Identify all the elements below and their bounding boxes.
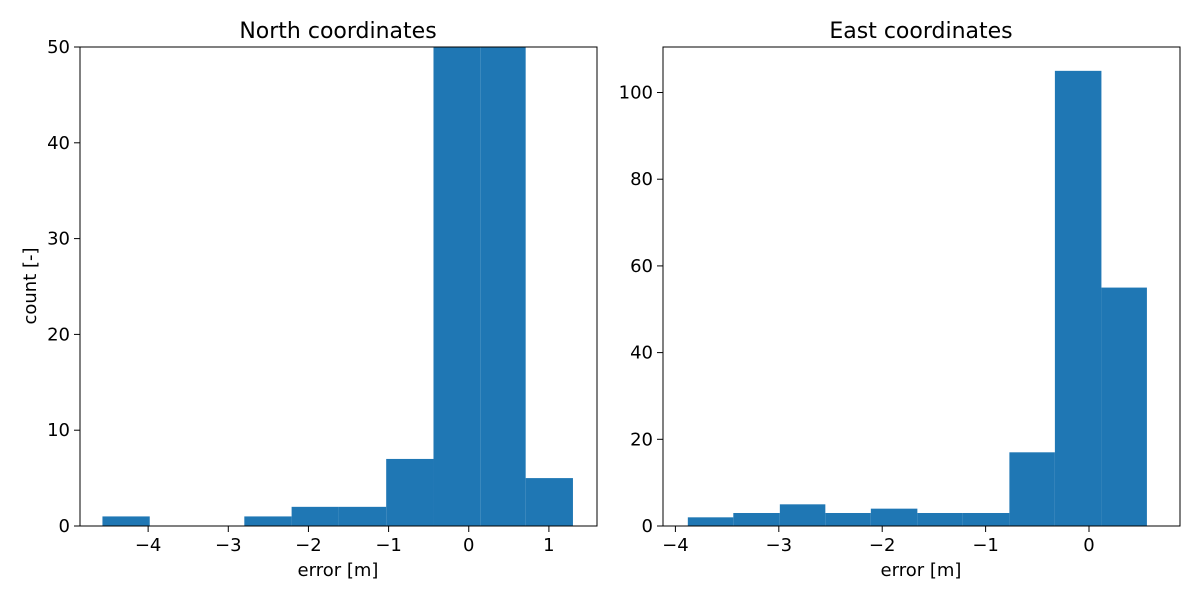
x-tick-label-north-2: −2 bbox=[295, 535, 322, 556]
hist-bar-east-7 bbox=[1009, 452, 1055, 526]
x-tick-label-north-0: −4 bbox=[135, 535, 162, 556]
y-tick-label-east-2: 40 bbox=[630, 343, 653, 364]
y-tick-label-north-3: 30 bbox=[47, 229, 70, 250]
y-tick-label-north-5: 50 bbox=[47, 37, 70, 58]
chart-title-east: East coordinates bbox=[829, 19, 1012, 44]
hist-bar-east-0 bbox=[687, 517, 734, 526]
chart-title-north: North coordinates bbox=[239, 19, 436, 44]
hist-bar-north-6 bbox=[386, 458, 434, 526]
x-tick-label-east-4: 0 bbox=[1083, 535, 1094, 556]
x-tick-label-east-1: −3 bbox=[766, 535, 793, 556]
x-tick-label-north-4: 0 bbox=[463, 535, 474, 556]
y-tick-label-east-0: 0 bbox=[642, 516, 653, 537]
x-tick-label-north-5: 1 bbox=[543, 535, 554, 556]
hist-bar-east-9 bbox=[1101, 287, 1147, 526]
axes-frame-east bbox=[662, 46, 1181, 527]
y-tick-label-north-2: 20 bbox=[47, 324, 70, 345]
x-ticks-north: −4 −3 −2 −1 0 1 bbox=[135, 526, 555, 556]
hist-bar-north-7 bbox=[433, 47, 481, 526]
y-tick-label-east-5: 100 bbox=[619, 83, 653, 104]
hist-bar-north-3 bbox=[244, 516, 292, 526]
hist-bar-east-4 bbox=[870, 508, 918, 526]
y-ticks-east: 0 20 40 60 80 100 bbox=[619, 83, 663, 537]
x-tick-label-north-3: −1 bbox=[375, 535, 402, 556]
y-tick-label-north-1: 10 bbox=[47, 420, 70, 441]
x-ticks-east: −4 −3 −2 −1 0 bbox=[662, 526, 1095, 556]
y-tick-label-east-4: 80 bbox=[630, 169, 653, 190]
hist-bar-north-0 bbox=[102, 516, 150, 526]
panel-east: East coordinates −4 −3 −2 −1 0 020406080100 … bbox=[619, 19, 1181, 581]
hist-bar-east-8 bbox=[1054, 70, 1102, 527]
axes-frame-north bbox=[79, 46, 598, 527]
x-tick-label-east-3: −1 bbox=[972, 535, 999, 556]
y-ticks-north: 0 10 20 30 40 50 bbox=[47, 37, 80, 537]
hist-bar-east-2 bbox=[779, 504, 826, 526]
hist-bar-east-1 bbox=[733, 512, 780, 526]
hist-bar-east-5 bbox=[917, 512, 963, 526]
x-tick-label-east-2: −2 bbox=[869, 535, 896, 556]
hist-bar-east-3 bbox=[825, 512, 871, 526]
y-tick-label-north-0: 0 bbox=[59, 516, 70, 537]
y-tick-label-north-4: 40 bbox=[47, 133, 70, 154]
hist-bar-north-4 bbox=[291, 506, 339, 526]
y-tick-label-east-1: 20 bbox=[630, 429, 653, 450]
y-tick-label-east-3: 60 bbox=[630, 256, 653, 277]
bars-east bbox=[687, 70, 1147, 527]
panel-north: North coordinates −4 −3 −2 −1 0 1 0 10 20 30 40 50… bbox=[20, 19, 598, 581]
hist-bar-north-8 bbox=[480, 47, 526, 526]
x-axis-label-north: error [m] bbox=[298, 560, 379, 581]
x-axis-label-east: error [m] bbox=[881, 560, 962, 581]
y-axis-label-north: count [-] bbox=[20, 247, 41, 324]
hist-bar-north-9 bbox=[525, 478, 573, 526]
hist-bar-east-6 bbox=[962, 512, 1010, 526]
bars-north bbox=[102, 47, 573, 526]
x-tick-label-east-0: −4 bbox=[662, 535, 689, 556]
x-tick-label-north-1: −3 bbox=[215, 535, 242, 556]
hist-bar-north-5 bbox=[338, 506, 387, 526]
